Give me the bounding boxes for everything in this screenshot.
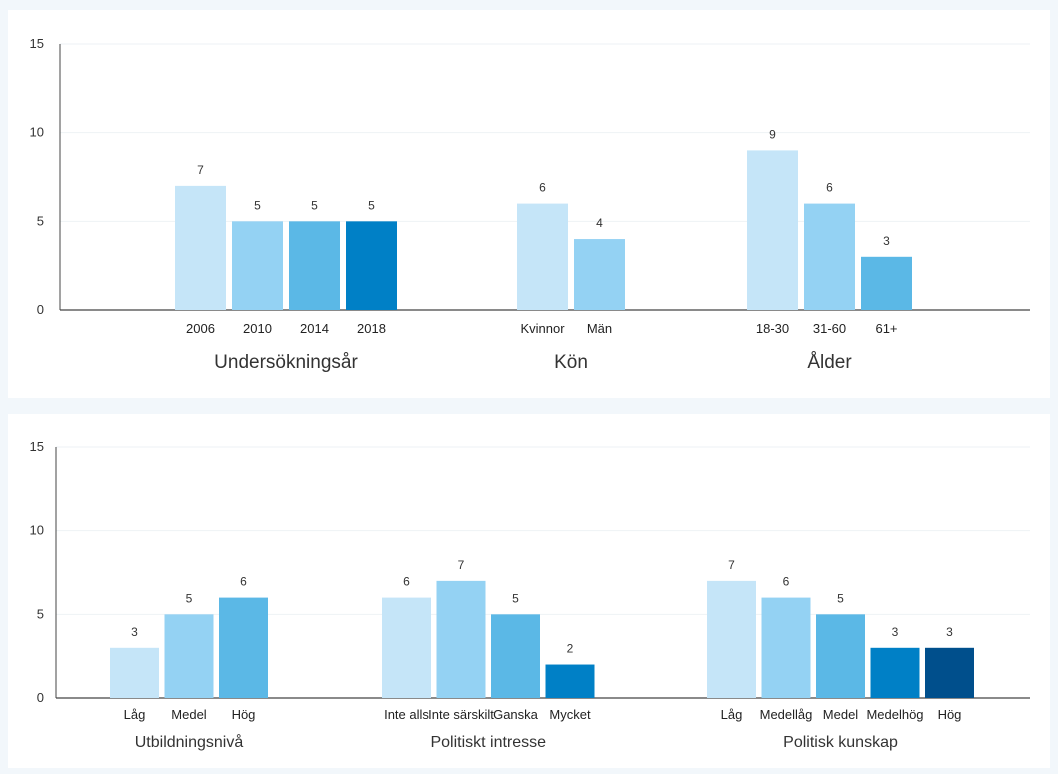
bar <box>110 647 159 698</box>
bar <box>861 256 912 310</box>
bar <box>870 647 920 698</box>
data-label: 7 <box>197 163 204 177</box>
data-label: 2 <box>567 642 574 656</box>
category-label: 2014 <box>300 321 329 336</box>
bar <box>517 203 568 310</box>
bar-chart-top: 0 5 10 15 7 2006 5 2010 5 2014 5 2018 Undersökningså… <box>30 36 1030 373</box>
data-label: 5 <box>512 591 519 605</box>
bar <box>289 221 340 310</box>
bar <box>707 580 756 698</box>
data-label: 6 <box>240 575 247 589</box>
data-label: 5 <box>311 198 318 212</box>
bar <box>925 647 974 698</box>
data-label: 3 <box>946 625 953 639</box>
category-label: Medel <box>171 707 207 722</box>
y-tick-label: 15 <box>30 439 44 454</box>
bar <box>436 580 486 698</box>
category-label: 61+ <box>875 321 897 336</box>
category-label: 2010 <box>243 321 272 336</box>
group-label: Undersökningsår <box>214 352 358 373</box>
chart-panel-top: 0 5 10 15 7 2006 5 2010 5 2014 5 2018 Undersökningså… <box>8 10 1050 398</box>
bar <box>545 664 595 698</box>
bar <box>804 203 855 310</box>
group-label: Utbildningsnivå <box>135 733 244 751</box>
category-label: Hög <box>938 707 962 722</box>
bar <box>175 185 226 310</box>
y-tick-label: 15 <box>30 36 44 51</box>
y-tick-label: 5 <box>37 213 44 228</box>
bar <box>574 239 625 310</box>
category-label: Låg <box>721 707 743 722</box>
bar <box>491 614 540 698</box>
bar <box>232 221 283 310</box>
data-label: 7 <box>728 558 735 572</box>
category-label: Mycket <box>549 707 591 722</box>
data-label: 3 <box>131 625 138 639</box>
data-label: 4 <box>596 216 603 230</box>
group-label: Politiskt intresse <box>430 734 546 751</box>
data-label: 5 <box>254 198 261 212</box>
bar <box>219 597 268 698</box>
data-label: 3 <box>883 234 890 248</box>
category-label: 18-30 <box>756 321 789 336</box>
category-label: Kvinnor <box>520 321 565 336</box>
data-label: 6 <box>783 575 790 589</box>
y-tick-label: 10 <box>30 125 44 140</box>
category-label: Män <box>587 321 612 336</box>
data-label: 9 <box>769 127 776 141</box>
bar <box>761 597 811 698</box>
data-label: 6 <box>403 575 410 589</box>
bar <box>382 597 431 698</box>
category-label: Medelhög <box>866 707 923 722</box>
category-label: Medellåg <box>760 707 813 722</box>
group-label: Politisk kunskap <box>783 734 898 751</box>
category-label: Inte alls <box>384 707 429 722</box>
group-label: Ålder <box>807 352 852 373</box>
category-label: 31-60 <box>813 321 846 336</box>
y-tick-label: 0 <box>37 302 44 317</box>
bar <box>164 614 214 698</box>
category-label: 2018 <box>357 321 386 336</box>
category-label: 2006 <box>186 321 215 336</box>
y-tick-label: 0 <box>37 690 44 705</box>
data-label: 5 <box>837 591 844 605</box>
data-label: 5 <box>368 198 375 212</box>
data-label: 6 <box>826 181 833 195</box>
data-label: 5 <box>186 591 193 605</box>
category-label: Medel <box>823 707 859 722</box>
bar-chart-bottom: 0 5 10 15 3 Låg 5 Medel 6 Hög Utbildningsnivå 6 Inte… <box>30 439 1030 751</box>
data-label: 3 <box>892 625 899 639</box>
category-label: Ganska <box>493 707 539 722</box>
data-label: 7 <box>458 558 465 572</box>
chart-panel-bottom: 0 5 10 15 3 Låg 5 Medel 6 Hög Utbildningsnivå 6 Inte… <box>8 414 1050 768</box>
bar <box>816 614 865 698</box>
category-label: Inte särskilt <box>428 707 494 722</box>
category-label: Hög <box>232 707 256 722</box>
category-label: Låg <box>124 707 146 722</box>
y-tick-label: 10 <box>30 523 44 538</box>
data-label: 6 <box>539 181 546 195</box>
group-label: Kön <box>554 352 588 373</box>
y-tick-label: 5 <box>37 606 44 621</box>
bar <box>346 221 397 310</box>
bar <box>747 150 798 310</box>
